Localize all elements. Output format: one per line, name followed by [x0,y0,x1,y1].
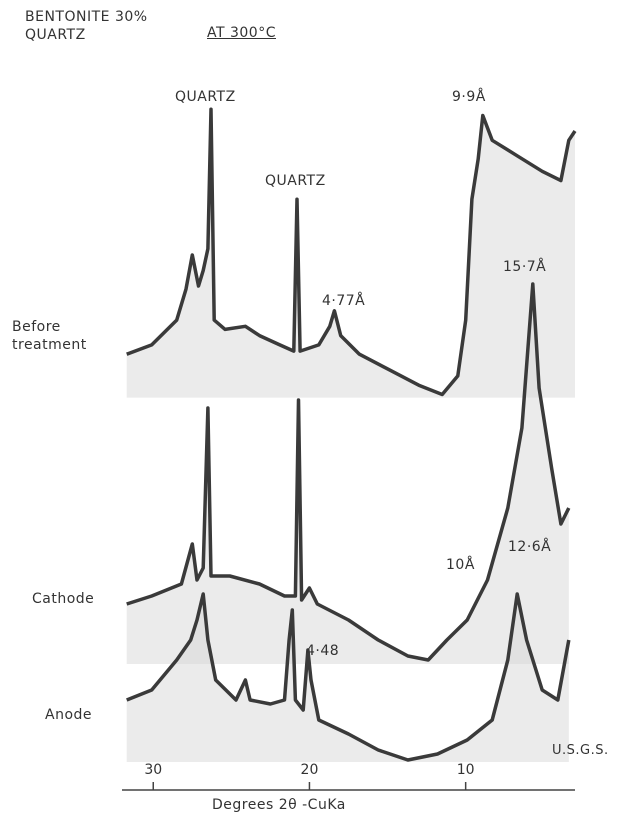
series-label: Cathode [32,591,95,607]
trace [126,592,571,762]
annotation: 4·77Å [322,293,366,309]
chart-subtitle: AT 300°C [207,25,276,41]
annotation: QUARTZ [265,173,326,189]
annotation: 4·48 [306,643,340,659]
annotation: 15·7Å [503,259,547,275]
trace-fill [126,594,569,762]
series-label: Before treatment [12,319,87,353]
x-tick-label: 30 [144,762,162,778]
annotation: 12·6Å [508,539,552,555]
x-tick-label: 20 [301,762,319,778]
annotation: 10Å [446,557,475,573]
trace-fill [126,109,575,398]
annotation: 9·9Å [452,89,486,105]
x-tick-label: 10 [457,762,475,778]
chart-title: BENTONITE 30% QUARTZ [25,9,148,43]
source: U.S.G.S. [552,743,609,758]
x-axis-label: Degrees 2θ -CuKa [212,797,346,813]
trace [126,282,571,662]
trace [126,107,577,397]
series-label: Anode [45,707,93,723]
annotation: QUARTZ [175,89,236,105]
